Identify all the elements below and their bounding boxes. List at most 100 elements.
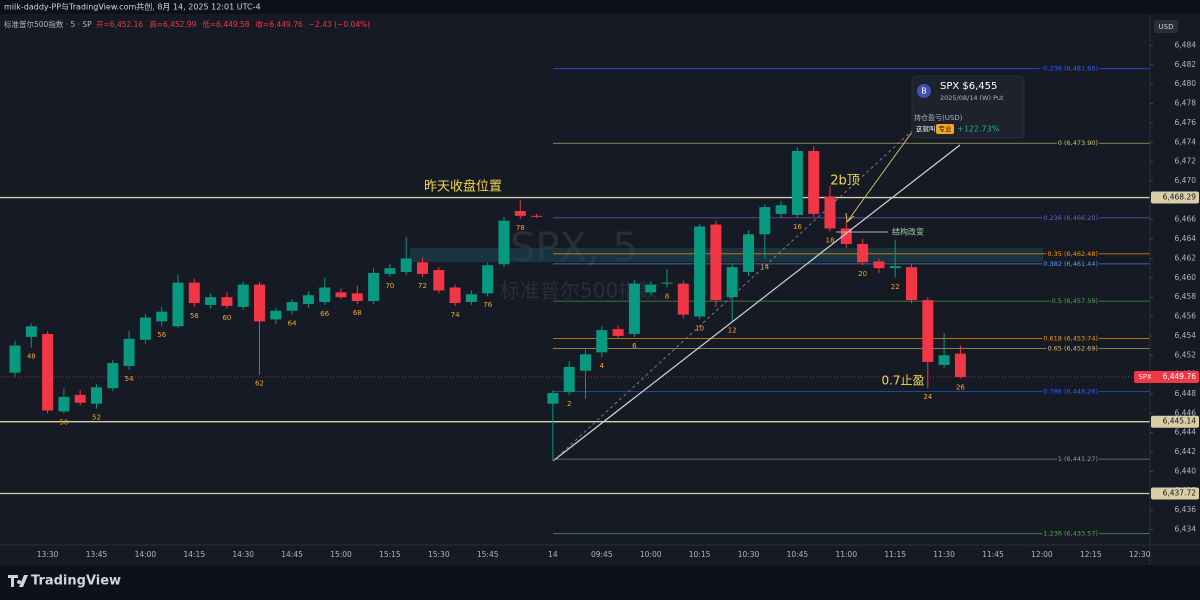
candle-body (449, 287, 461, 303)
candle-body (645, 284, 657, 293)
x-tick-label: 15:45 (477, 550, 499, 559)
candle-body (384, 268, 396, 274)
candle-body (514, 211, 526, 216)
candle-body (498, 220, 510, 265)
currency: USD (1159, 23, 1174, 31)
candle-body (139, 317, 151, 340)
bar-number: 50 (59, 418, 68, 426)
y-tick-label: 6,456 (1175, 312, 1197, 321)
bar-number: 76 (483, 301, 492, 309)
fib-label: 0 (6,473.90) (1058, 139, 1098, 147)
candle-body (188, 282, 200, 303)
last-price-bg (1151, 370, 1199, 383)
candle-body (808, 150, 820, 214)
position-card: B SPX $6,455 2025/08/14 (W) Put 持仓盈亏(USD… (911, 75, 1025, 139)
annotation: 结构改变 (892, 227, 924, 237)
candle-body (400, 258, 412, 273)
candle-body (612, 329, 624, 336)
bar-number: 20 (858, 270, 867, 278)
x-tick-label: 10:30 (738, 550, 760, 559)
candle-body (580, 354, 591, 371)
fib-label: 0.382 (6,461.44) (1043, 260, 1098, 268)
annotation: 昨天收盘位置 (424, 179, 502, 195)
candle-body (726, 267, 738, 298)
y-tick-label: 6,466 (1175, 215, 1197, 224)
card-subtitle: 2025/08/14 (W) Put (940, 94, 1004, 102)
footer-bar (0, 565, 1200, 600)
price-tag: 6,445.14 (1163, 417, 1197, 426)
card-badge-bg (917, 84, 931, 98)
candle-body (42, 333, 54, 411)
y-tick-label: 6,460 (1175, 273, 1197, 282)
y-tick-label: 6,434 (1175, 525, 1197, 534)
bar-number: 12 (728, 326, 737, 334)
candle-body (156, 311, 168, 322)
trend-line-dashed (552, 127, 916, 462)
candle-body (335, 292, 347, 298)
y-tick-label: 6,452 (1175, 350, 1197, 359)
bar-number: 14 (760, 263, 769, 271)
x-tick-label: 15:00 (330, 550, 352, 559)
x-tick-label: 09:45 (591, 550, 613, 559)
header: milk-daddy-PP与TradingView.com共创, 8月 14, … (4, 2, 261, 12)
y-tick-label: 6,436 (1175, 505, 1197, 514)
candle-body (482, 265, 494, 294)
y-tick-label: 6,482 (1175, 60, 1197, 69)
bar-number: 56 (157, 331, 166, 339)
card-note: 这就叫 (916, 124, 936, 133)
price-tags: 6,468.29 6,445.14 6,437.72 SPX 6,449.76 (1134, 191, 1199, 500)
y-tick-label: 6,478 (1175, 99, 1197, 108)
bar-number: 6 (632, 342, 637, 350)
legend-item: −2.43 (−0.04%) (309, 20, 370, 29)
candle-body (205, 297, 217, 305)
candle-body (759, 207, 771, 235)
bar-number: 22 (891, 283, 900, 291)
candle-body (954, 353, 966, 377)
bar-number: 2 (567, 400, 571, 408)
candle-body (857, 243, 869, 263)
bar-number: 78 (516, 224, 525, 232)
x-tick-label: 11:00 (835, 550, 857, 559)
candle-body (840, 228, 852, 244)
currency-box (1154, 20, 1178, 33)
x-tick-label: 12:15 (1080, 550, 1102, 559)
legend-item: 高=6,452.99 (149, 19, 196, 29)
candle-body (465, 294, 477, 303)
candle-body (743, 234, 754, 273)
bar-number: 52 (92, 414, 101, 422)
candle-body (172, 282, 184, 327)
candle-body (107, 363, 119, 389)
candle-body (873, 261, 885, 269)
x-tick-label: 10:15 (689, 550, 711, 559)
candle-body (74, 394, 86, 403)
x-tick-label: 12:00 (1031, 550, 1053, 559)
legend-item: 开=6,452.16 (96, 20, 143, 29)
bar-number: 58 (190, 312, 199, 320)
y-tick-label: 6,480 (1175, 79, 1197, 88)
candle-body (775, 205, 787, 214)
bar-number: 72 (418, 282, 427, 290)
candle-body (91, 387, 102, 404)
candle-body (302, 295, 314, 304)
card-tag: 专业 (939, 124, 953, 133)
x-tick-label: 10:00 (640, 550, 662, 559)
last-symbol-bg (1134, 370, 1156, 383)
x-tick-label: 11:30 (933, 550, 955, 559)
y-tick-label: 6,470 (1175, 176, 1197, 185)
card-tag-bg (936, 124, 954, 134)
bar-number: 18 (826, 236, 835, 244)
footer: TradingView (31, 574, 121, 589)
candle-body (677, 283, 689, 315)
price-tag: 6,437.72 (1163, 489, 1197, 498)
y-tick-label: 6,472 (1175, 157, 1197, 166)
fib-label: 0.618 (6,453.74) (1043, 334, 1098, 342)
price-tag-bg (1151, 487, 1199, 500)
x-tick-label: 11:45 (982, 550, 1004, 559)
candle-body (694, 226, 706, 317)
candle-body (368, 272, 380, 302)
bar-number: 10 (695, 324, 704, 332)
annotation: 0.7止盈 (881, 374, 924, 388)
arrow-head (845, 212, 855, 223)
